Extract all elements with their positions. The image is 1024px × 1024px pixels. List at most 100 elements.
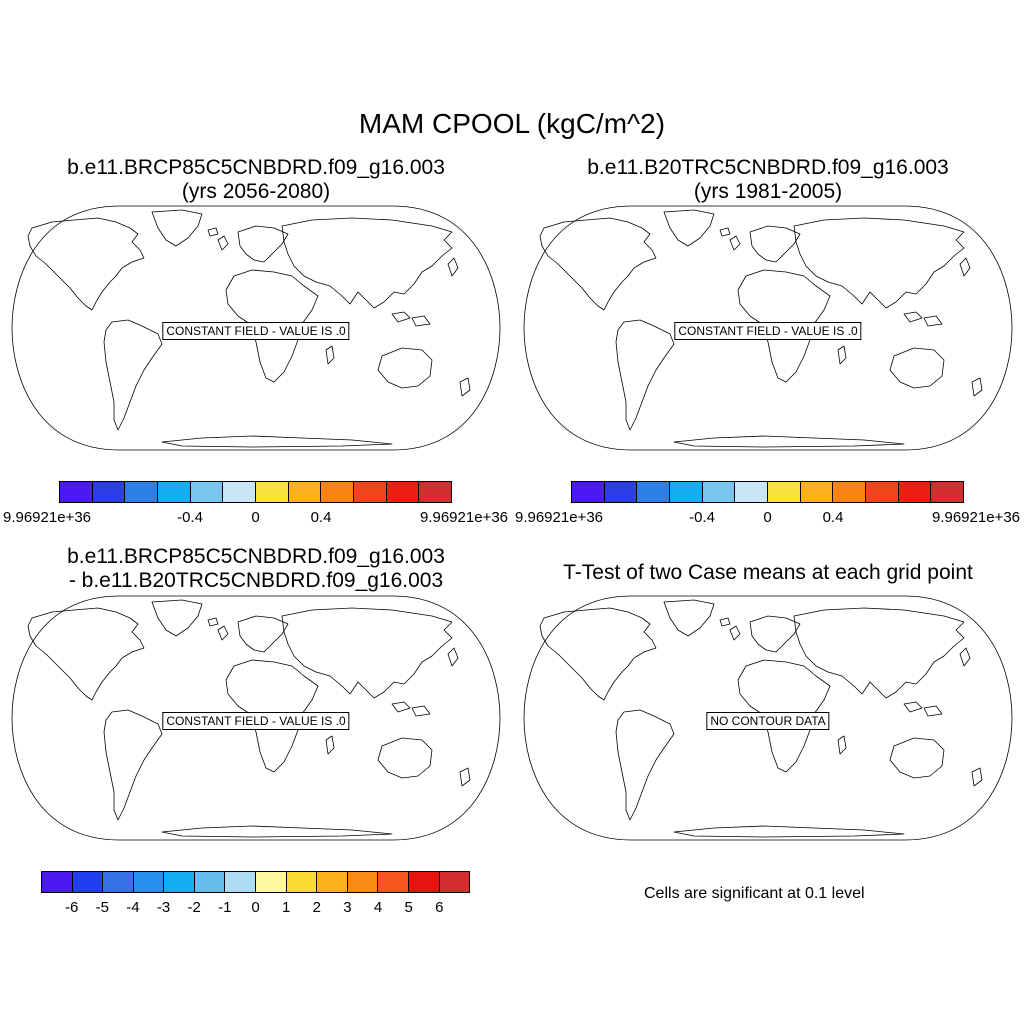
- coastline: [971, 377, 983, 397]
- colorbar-box: [800, 482, 834, 502]
- colorbar-box: [164, 872, 195, 892]
- figure-title: MAM CPOOL (kgC/m^2): [358, 108, 666, 139]
- map-border: [523, 595, 1013, 841]
- panel-3-title: b.e11.BRCP85C5CNBDRD.f09_g16.003 - b.e11…: [46, 545, 466, 593]
- coastline: [281, 217, 453, 309]
- coastline: [103, 319, 163, 431]
- colorbar-box: [419, 482, 452, 502]
- coastline: [539, 607, 657, 701]
- colorbar-box: [833, 482, 867, 502]
- colorbar-box: [256, 482, 289, 502]
- coastline: [237, 615, 289, 653]
- coastline: [161, 435, 393, 448]
- coastline: [377, 347, 433, 389]
- coastline: [923, 705, 943, 717]
- panel-1-world-map: [11, 205, 501, 451]
- coastline: [281, 607, 453, 699]
- panel-4-title-line1: T-Test of two Case means at each grid po…: [563, 561, 973, 584]
- colorbar-box: [125, 482, 159, 502]
- colorbar-box: [158, 482, 191, 502]
- colorbar-box: [408, 872, 440, 892]
- colorbar-tick-label: 4: [373, 899, 383, 916]
- coastline: [923, 315, 943, 327]
- coastline: [225, 659, 319, 773]
- colorbar-box: [604, 482, 638, 502]
- coastline: [325, 735, 335, 755]
- colorbar-tick-label: -6: [64, 899, 79, 916]
- coastline: [27, 607, 145, 701]
- coastline: [837, 735, 847, 755]
- colorbar-box: [223, 482, 257, 502]
- panel-1-colorbar: [59, 481, 452, 503]
- coastline: [103, 709, 163, 821]
- coastline: [837, 345, 847, 365]
- coastline: [207, 227, 219, 237]
- coastline: [673, 435, 905, 448]
- colorbar-tick-label: 9.96921e+36: [419, 509, 509, 526]
- panel-2-world-map: [523, 205, 1013, 451]
- colorbar-box: [931, 482, 964, 502]
- colorbar-box: [103, 872, 134, 892]
- colorbar-tick-label: -4: [126, 899, 140, 916]
- panel-3-map-label: CONSTANT FIELD - VALUE IS .0: [162, 712, 350, 730]
- colorbar-tick-label: 0.4: [822, 509, 844, 526]
- coastline: [27, 217, 145, 311]
- colorbar-box: [866, 482, 899, 502]
- colorbar-box: [386, 482, 420, 502]
- coastline: [663, 599, 715, 637]
- panel-1-map-label: CONSTANT FIELD - VALUE IS .0: [162, 322, 350, 340]
- colorbar-tick-label: -0.4: [177, 509, 203, 526]
- coastline: [889, 347, 945, 389]
- colorbar-box: [347, 872, 379, 892]
- coastline: [729, 235, 741, 251]
- coastline: [749, 225, 801, 263]
- coastline: [391, 701, 411, 713]
- colorbar-tick-label: -3: [156, 899, 171, 916]
- colorbar-tick-label: 9.96921e+36: [514, 509, 604, 526]
- panel-3-title-line2: - b.e11.B20TRC5CNBDRD.f09_g16.003: [68, 569, 444, 592]
- colorbar-tick-label: 6: [435, 899, 444, 916]
- panel-2-title: b.e11.B20TRC5CNBDRD.f09_g16.003 (yrs 198…: [568, 156, 968, 204]
- colorbar-tick-label: 0: [763, 509, 772, 526]
- coastline: [903, 701, 923, 713]
- panel-1-title: b.e11.BRCP85C5CNBDRD.f09_g16.003 (yrs 20…: [56, 156, 456, 204]
- coastline: [737, 269, 831, 383]
- coastline: [903, 311, 923, 323]
- panel-3-world-map: [11, 595, 501, 841]
- colorbar-box: [572, 482, 605, 502]
- colorbar-tick-label: 3: [343, 899, 352, 916]
- coastline: [377, 737, 433, 779]
- coastline: [151, 599, 203, 637]
- colorbar-tick-label: -1: [218, 899, 232, 916]
- colorbar-box: [735, 482, 769, 502]
- colorbar-box: [317, 872, 348, 892]
- coastline: [447, 647, 459, 667]
- coastline: [719, 227, 731, 237]
- coastline: [673, 825, 905, 838]
- colorbar-box: [225, 872, 257, 892]
- panel-3-title-line1: b.e11.BRCP85C5CNBDRD.f09_g16.003: [67, 545, 445, 568]
- panel-2-colorbar: [571, 481, 964, 503]
- coastline: [411, 315, 431, 327]
- colorbar-tick-label: 0: [251, 509, 260, 526]
- colorbar-box: [133, 872, 165, 892]
- colorbar-tick-label: 9.96921e+36: [2, 509, 92, 526]
- colorbar-box: [256, 872, 287, 892]
- colorbar-tick-label: 9.96921e+36: [931, 509, 1021, 526]
- coastline: [615, 709, 675, 821]
- coastline: [737, 659, 831, 773]
- map-border: [11, 595, 501, 841]
- coastline: [793, 217, 965, 309]
- colorbar-box: [288, 482, 322, 502]
- colorbar-box: [194, 872, 226, 892]
- coastlines: [27, 599, 471, 838]
- colorbar-tick-label: -0.4: [689, 509, 715, 526]
- coastlines: [27, 209, 471, 448]
- coastline: [959, 257, 971, 277]
- colorbar-box: [354, 482, 387, 502]
- panel-1-title-line1: b.e11.BRCP85C5CNBDRD.f09_g16.003: [67, 156, 445, 179]
- coastline: [459, 377, 471, 397]
- coastline: [793, 607, 965, 699]
- colorbar-box: [92, 482, 126, 502]
- coastlines: [539, 209, 983, 448]
